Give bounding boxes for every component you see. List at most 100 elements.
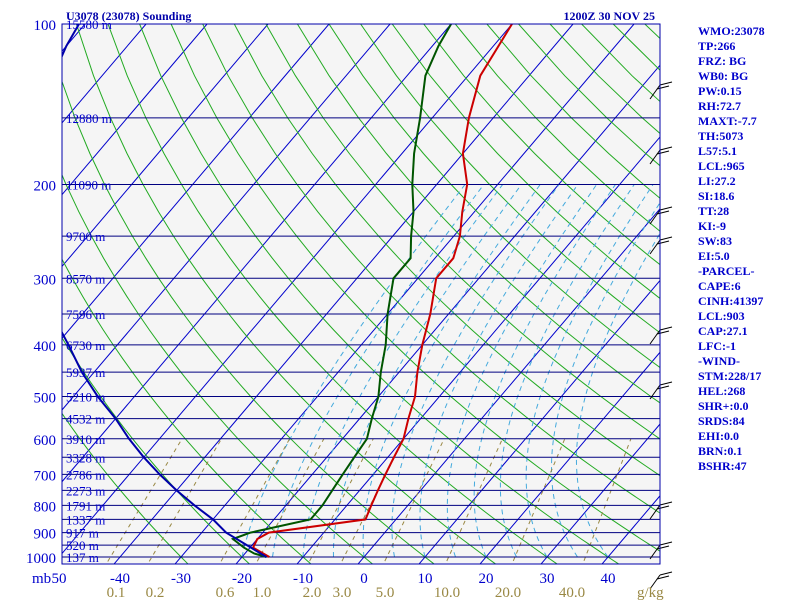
mixing-ratio-label: 5.0 <box>376 585 395 600</box>
height-label: 917 m <box>66 526 99 541</box>
pressure-tick-label: 100 <box>34 18 57 34</box>
mixing-ratio-unit-label: g/kg <box>637 585 664 600</box>
wind-barb-feather <box>656 150 670 155</box>
index-line: LFC:-1 <box>698 339 736 353</box>
mixing-ratio-line <box>582 438 632 564</box>
index-line: SHR+:0.0 <box>698 399 749 413</box>
height-label: 15580 m <box>66 17 112 32</box>
temperature-tick-label: -40 <box>110 571 130 587</box>
index-line: LCL:903 <box>698 309 745 323</box>
height-label: 1791 m <box>66 498 105 513</box>
index-line: CINH:41397 <box>698 294 764 308</box>
index-line: EI:5.0 <box>698 249 730 263</box>
height-label: 2273 m <box>66 483 105 498</box>
index-line: MAXT:-7.7 <box>698 114 757 128</box>
pressure-tick-label: 1000 <box>26 551 56 567</box>
wind-barb-feather <box>656 545 670 550</box>
isotherm-line <box>357 207 660 564</box>
wind-barb-feather <box>659 571 673 576</box>
isotherm-line <box>174 24 635 564</box>
wind-barb-feather <box>656 210 670 215</box>
height-label: 11090 m <box>66 177 111 192</box>
index-line: EHI:0.0 <box>698 429 740 443</box>
index-line: RH:72.7 <box>698 99 741 113</box>
index-line: WB0: BG <box>698 69 749 83</box>
height-label: 520 m <box>66 538 99 553</box>
height-label: 5210 m <box>66 390 105 405</box>
index-line: TH:5073 <box>698 129 744 143</box>
index-line: FRZ: BG <box>698 54 747 68</box>
temperature-tick-label: -20 <box>232 571 252 587</box>
plot-background <box>62 24 660 564</box>
index-line: PW:0.15 <box>698 84 742 98</box>
isotherm-line <box>62 24 391 411</box>
index-line: TP:266 <box>698 39 736 53</box>
wind-barb-staff <box>649 329 661 345</box>
dry-adiabat-line <box>170 24 660 552</box>
wind-barb-feather <box>656 330 670 335</box>
isotherm-line <box>113 24 574 564</box>
isotherm-line <box>0 24 24 568</box>
index-line: LCL:965 <box>698 159 745 173</box>
index-line: BRN:0.1 <box>698 444 743 458</box>
isotherm-line <box>62 24 147 124</box>
pressure-tick-label: 500 <box>34 391 57 407</box>
dry-adiabat-line <box>391 24 660 300</box>
dry-adiabat-line <box>62 80 435 564</box>
wind-barb-feather <box>659 146 673 151</box>
wind-barb-feather <box>659 541 673 546</box>
dry-adiabat-line <box>62 336 251 564</box>
dewpoint-series <box>230 24 452 558</box>
station-title: U3078 (23078) Sounding <box>66 9 191 23</box>
wind-barb-staff <box>649 209 661 225</box>
moist-adiabat-line <box>575 232 660 558</box>
temperature-series <box>251 24 513 558</box>
index-line: KI:-9 <box>698 219 726 233</box>
mixing-ratio-line <box>219 438 291 564</box>
temperature-tick-label: 50 <box>52 571 67 587</box>
height-label: 3910 m <box>66 432 105 447</box>
mixing-ratio-label: 1.0 <box>253 585 272 600</box>
pressure-tick-label: 600 <box>34 433 57 449</box>
mixing-ratio-label: 40.0 <box>559 585 585 600</box>
index-line: STM:228/17 <box>698 369 762 383</box>
wind-barb-staff <box>649 239 661 255</box>
isotherm-line <box>479 351 660 564</box>
mixing-ratio-label: 10.0 <box>434 585 460 600</box>
moist-adiabat-line <box>550 201 660 558</box>
index-line: BSHR:47 <box>698 459 747 473</box>
temperature-tick-label: -10 <box>293 571 313 587</box>
dry-adiabat-line <box>360 24 660 334</box>
wind-barb-feather <box>656 505 670 510</box>
dry-adiabat-line <box>75 24 497 564</box>
isotherm-line <box>62 24 269 268</box>
virtual_line-series <box>62 24 267 558</box>
pressure-tick-label: 200 <box>34 178 57 194</box>
index-line: CAP:27.1 <box>698 324 748 338</box>
pressure-tick-label: 400 <box>34 339 57 355</box>
wind-barb-feather <box>656 575 670 580</box>
pressure-tick-label: 900 <box>34 527 57 543</box>
wind-barb-staff <box>649 544 661 560</box>
temperature-tick-label: 0 <box>360 571 368 587</box>
wind-barb-feather <box>659 326 673 331</box>
dry-adiabat-line <box>202 24 660 514</box>
temperature-tick-label: -30 <box>171 571 191 587</box>
index-line: SI:18.6 <box>698 189 735 203</box>
mixing-ratio-label: 0.2 <box>146 585 165 600</box>
isotherm-line <box>62 24 330 339</box>
height-label: 5937 m <box>66 365 105 380</box>
temperature-tick-label: 20 <box>479 571 494 587</box>
height-label: 12880 m <box>66 111 112 126</box>
isotherm-line <box>62 24 208 196</box>
wind-barb-feather <box>659 381 673 386</box>
isotherm-line <box>62 24 513 555</box>
wind-barb-staff <box>649 384 661 400</box>
wind-barb-feather <box>656 85 670 90</box>
wind-barb-feather <box>659 236 673 241</box>
temperature-tick-label: 10 <box>418 571 433 587</box>
dry-adiabat-line <box>233 24 660 477</box>
plot-frame <box>61 23 661 565</box>
